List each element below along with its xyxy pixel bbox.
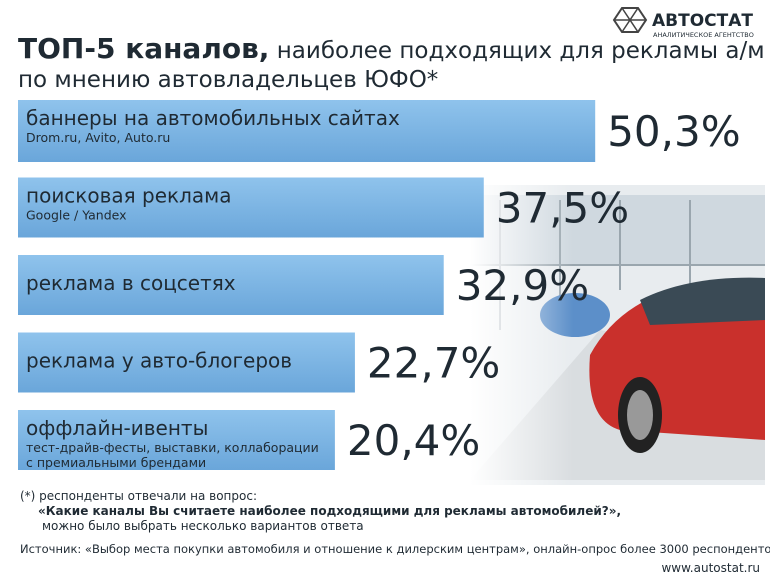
category-label: поисковая реклама: [26, 184, 232, 208]
value-label: 20,4%: [347, 416, 480, 465]
category-label: реклама у авто-блогеров: [26, 349, 292, 373]
logo: АВТОСТАТ АНАЛИТИЧЕСКОЕ АГЕНТСТВО: [612, 7, 754, 39]
url[interactable]: www.autostat.ru: [661, 561, 760, 575]
subtitle: по мнению автовладельцев ЮФО*: [18, 67, 438, 93]
value-label: 22,7%: [367, 339, 500, 388]
title: наиболее подходящих для рекламы а/м: [269, 38, 764, 64]
value-label: 37,5%: [496, 184, 629, 233]
bar: [18, 332, 355, 393]
bar: [18, 410, 335, 470]
bar: [18, 177, 484, 238]
category-label: реклама в соцсетях: [26, 271, 236, 295]
car-illustration: [470, 185, 765, 485]
value-label: 50,3%: [607, 107, 740, 156]
category-label: баннеры на автомобильных сайтах: [26, 106, 400, 130]
category-note: Drom.ru, Avito, Auto.ru: [26, 130, 170, 145]
bars: баннеры на автомобильных сайтахDrom.ru, …: [18, 100, 741, 470]
logo-text: АВТОСТАТ: [652, 11, 753, 31]
chart-title: ТОП-5 каналов, наиболее подходящих для р…: [18, 32, 765, 65]
value-label: 32,9%: [456, 261, 589, 310]
category-note: тест-драйв-фесты, выставки, коллаборации: [26, 440, 319, 455]
category-note: с премиальными брендами: [26, 455, 206, 470]
footnote: можно было выбрать несколько вариантов о…: [42, 519, 364, 533]
bar: [18, 255, 444, 315]
category-note: Google / Yandex: [26, 208, 127, 223]
source: Источник: «Выбор места покупки автомобил…: [20, 542, 770, 556]
logo-tagline: АНАЛИТИЧЕСКОЕ АГЕНТСТВО: [653, 31, 754, 39]
title-bold: ТОП-5 каналов,: [18, 32, 269, 65]
category-label: оффлайн-ивенты: [26, 416, 208, 440]
footnote-question: «Какие каналы Вы считаете наиболее подхо…: [38, 504, 621, 518]
footnote: (*) респонденты отвечали на вопрос:: [20, 489, 257, 503]
bar: [18, 100, 596, 162]
